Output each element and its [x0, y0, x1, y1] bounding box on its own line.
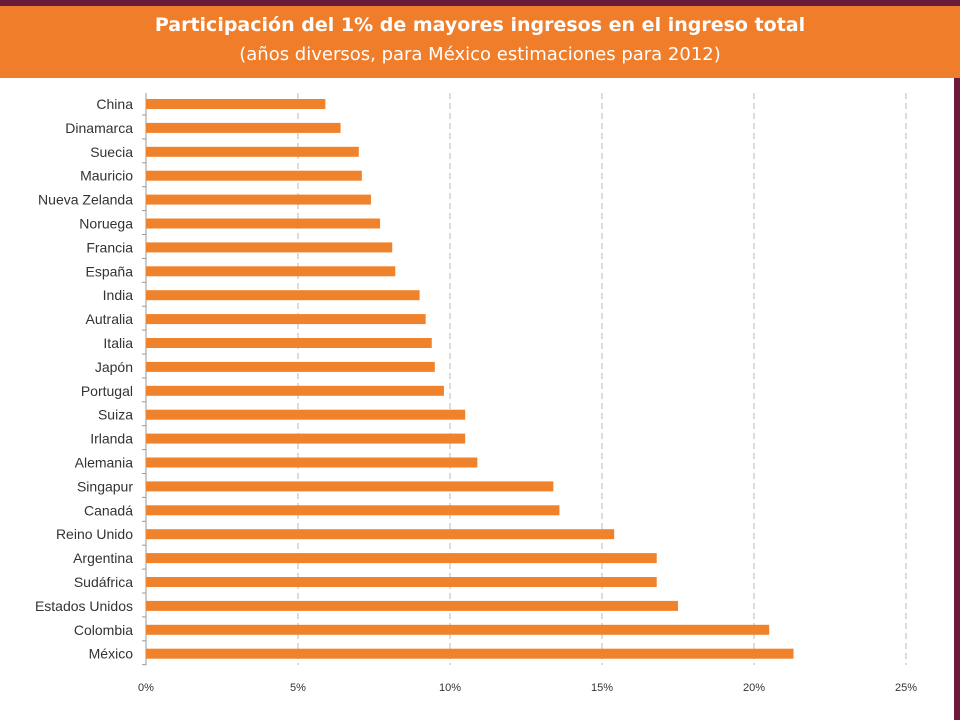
bar	[146, 266, 396, 277]
bar	[146, 457, 478, 468]
category-label: Suecia	[90, 144, 133, 160]
bar	[146, 338, 432, 348]
bar	[146, 361, 435, 372]
category-label: Colombia	[74, 622, 133, 638]
category-label: Nueva Zelanda	[38, 192, 133, 208]
x-tick-label: 10%	[439, 682, 461, 694]
bar	[146, 99, 326, 109]
top-accent-strip	[0, 0, 960, 6]
bar	[146, 648, 794, 659]
category-label: Mauricio	[80, 168, 133, 184]
category-label: Sudáfrica	[74, 574, 133, 590]
category-label: Reino Unido	[56, 526, 133, 542]
bar	[146, 218, 381, 229]
bar	[146, 600, 678, 611]
bar	[146, 409, 466, 420]
category-label: Portugal	[81, 383, 133, 399]
category-label: Noruega	[79, 216, 133, 232]
bar	[146, 577, 657, 587]
category-label: Italia	[103, 335, 133, 351]
bar	[146, 242, 393, 253]
bar	[146, 529, 615, 540]
chart-header: Participación del 1% de mayores ingresos…	[0, 6, 960, 78]
bar-chart: China Dinamarca Suecia Mauricio Nueva Zeland…	[35, 93, 917, 694]
chart-subtitle: (años diversos, para México estimaciones…	[239, 44, 721, 65]
category-label: Canadá	[84, 502, 133, 518]
right-accent-strip	[954, 78, 960, 720]
x-tick-label: 25%	[895, 682, 917, 694]
category-label: Japón	[95, 359, 133, 375]
category-label: Suiza	[98, 407, 133, 423]
category-label: Singapur	[77, 478, 133, 494]
bar	[146, 290, 420, 301]
category-label: Francia	[86, 239, 133, 255]
category-label: India	[103, 287, 134, 303]
bar	[146, 314, 426, 325]
x-tick-label: 20%	[743, 682, 765, 694]
x-tick-label: 5%	[290, 682, 306, 694]
bar	[146, 170, 362, 181]
category-label: Estados Unidos	[35, 598, 133, 614]
bar	[146, 481, 554, 492]
x-tick-label: 15%	[591, 682, 613, 694]
category-label: España	[86, 263, 134, 279]
x-tick-label: 0%	[138, 682, 154, 694]
category-label: Argentina	[73, 550, 133, 566]
category-label: Alemania	[75, 455, 134, 471]
bar	[146, 624, 770, 635]
bar	[146, 505, 560, 516]
bar	[146, 385, 444, 396]
category-label: Dinamarca	[65, 120, 133, 136]
category-label: China	[96, 96, 133, 112]
bar	[146, 194, 371, 205]
chart-title: Participación del 1% de mayores ingresos…	[154, 14, 806, 36]
bar	[146, 553, 657, 564]
bar	[146, 433, 466, 444]
category-label: Autralia	[86, 311, 134, 327]
bar	[146, 146, 359, 157]
category-label: México	[89, 646, 134, 662]
bar	[146, 122, 341, 133]
category-label: Irlanda	[90, 431, 133, 447]
